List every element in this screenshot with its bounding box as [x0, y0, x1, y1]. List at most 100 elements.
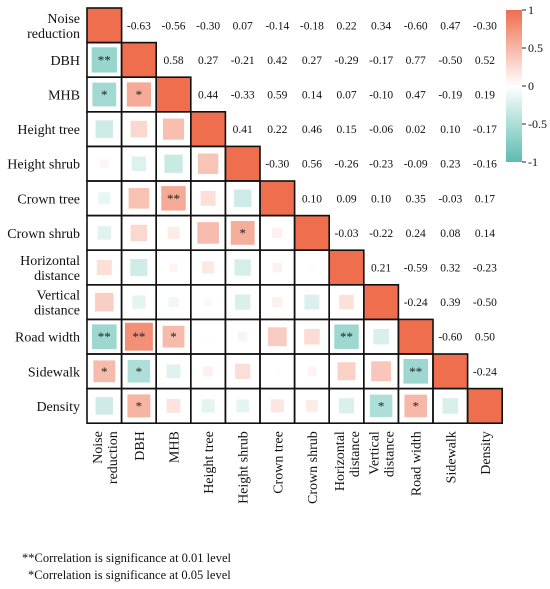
- value-8-10: 0.39: [440, 297, 460, 309]
- value-1-7: -0.29: [335, 55, 359, 67]
- row-label-10: Sidewalk: [28, 365, 80, 380]
- cell-11-7: [338, 398, 355, 414]
- col-label-3: Height tree: [202, 431, 217, 494]
- cell-9-6: [304, 328, 320, 345]
- row-label-5: Crown tree: [17, 192, 80, 207]
- row-label-7-line1: distance: [34, 269, 80, 284]
- value-3-10: 0.10: [440, 124, 460, 136]
- row-label-4: Height shrub: [7, 158, 80, 173]
- cell-9-7: [334, 324, 359, 349]
- cell-8-1: [132, 295, 146, 309]
- value-2-8: -0.10: [369, 90, 393, 102]
- cell-9-3: [205, 334, 211, 339]
- colorbar-label-1: 0.5: [528, 41, 543, 55]
- cell-7-6: [309, 264, 315, 271]
- sig-10-0: *: [101, 364, 108, 379]
- sig-2-0: *: [101, 87, 108, 102]
- colorbar-label-0: 1: [528, 3, 534, 17]
- value-6-8: -0.22: [369, 228, 393, 240]
- diag-cell-11: [467, 388, 503, 424]
- sig-11-1: *: [136, 398, 143, 413]
- cell-10-5: [274, 368, 281, 375]
- col-label-8-line0: Vertical: [368, 431, 383, 475]
- cell-5-4: [233, 189, 252, 208]
- cell-8-6: [304, 294, 320, 310]
- diag-cell-1: [121, 42, 157, 78]
- cell-10-2: [166, 364, 181, 379]
- cell-7-5: [272, 262, 283, 273]
- row-label-0-line0: Noise: [47, 12, 80, 27]
- value-6-9: 0.24: [406, 228, 426, 240]
- col-label-7-line1: distance: [348, 431, 363, 477]
- cell-4-3: [197, 153, 219, 174]
- colorbar: [506, 10, 522, 162]
- cell-3-2: [162, 118, 185, 140]
- cell-9-2: [162, 325, 185, 348]
- cell-11-8: [369, 394, 393, 418]
- value-0-7: 0.22: [336, 20, 356, 32]
- note-significance-005: *Correlation is significance at 0.05 lev…: [28, 568, 231, 582]
- cell-8-7: [339, 294, 354, 310]
- value-4-11: -0.16: [473, 159, 497, 171]
- cell-7-1: [130, 258, 148, 277]
- cell-6-1: [130, 224, 148, 242]
- value-2-4: -0.33: [231, 90, 255, 102]
- sig-10-1: *: [136, 364, 143, 379]
- cell-9-5: [267, 327, 287, 347]
- row-label-2: MHB: [48, 89, 80, 104]
- value-4-6: 0.56: [302, 159, 322, 171]
- value-1-8: -0.17: [369, 55, 393, 67]
- value-6-7: -0.03: [335, 228, 359, 240]
- value-1-2: 0.58: [163, 55, 183, 67]
- diag-cell-8: [363, 284, 399, 320]
- diag-cell-4: [225, 146, 260, 181]
- cell-11-9: [404, 394, 427, 418]
- cell-11-5: [270, 399, 284, 413]
- value-10-11: -0.24: [473, 366, 497, 378]
- value-4-9: -0.09: [404, 159, 428, 171]
- value-7-11: -0.23: [473, 263, 497, 275]
- value-1-6: 0.27: [302, 55, 322, 67]
- diag-cell-0: [87, 8, 122, 43]
- col-label-7-line0: Horizontal: [333, 431, 348, 491]
- diag-cell-6: [294, 215, 330, 251]
- cell-4-0: [100, 159, 109, 168]
- value-8-11: -0.50: [473, 297, 497, 309]
- cell-7-4: [234, 259, 251, 276]
- value-6-10: 0.08: [440, 228, 460, 240]
- cell-2-1: [126, 82, 152, 107]
- value-2-9: 0.47: [406, 90, 426, 102]
- col-label-8-line1: distance: [383, 431, 398, 477]
- colorbar-label-2: 0: [528, 79, 534, 93]
- diag-cell-7: [329, 250, 364, 285]
- cell-4-2: [164, 154, 183, 173]
- cell-10-4: [235, 363, 251, 379]
- row-label-0-line1: reduction: [27, 27, 80, 42]
- cell-11-0: [95, 397, 114, 415]
- col-label-2: MHB: [168, 431, 183, 463]
- cell-5-0: [98, 192, 111, 205]
- cell-5-3: [200, 190, 216, 206]
- note-significance-001: **Correlation is significance at 0.01 le…: [22, 551, 231, 565]
- value-0-11: -0.30: [473, 20, 497, 32]
- cell-6-3: [197, 222, 219, 244]
- cell-border-11-11: [466, 387, 504, 425]
- cell-6-0: [97, 226, 112, 240]
- col-label-6: Crown shrub: [306, 431, 321, 504]
- col-label-4: Height shrub: [237, 431, 252, 504]
- row-label-3: Height tree: [17, 123, 80, 138]
- sig-9-2: *: [170, 329, 177, 344]
- value-5-8: 0.10: [371, 193, 391, 205]
- sig-10-9: **: [409, 364, 422, 379]
- row-label-8-line0: Vertical: [36, 289, 80, 304]
- value-4-8: -0.23: [369, 159, 393, 171]
- value-1-11: 0.52: [475, 55, 495, 67]
- cell-10-6: [307, 366, 317, 376]
- value-3-7: 0.15: [336, 124, 356, 136]
- diag-cell-3: [190, 111, 226, 147]
- row-label-8-line1: distance: [34, 304, 80, 319]
- value-4-7: -0.26: [335, 159, 359, 171]
- sig-11-9: *: [412, 398, 419, 413]
- value-0-1: -0.63: [127, 20, 151, 32]
